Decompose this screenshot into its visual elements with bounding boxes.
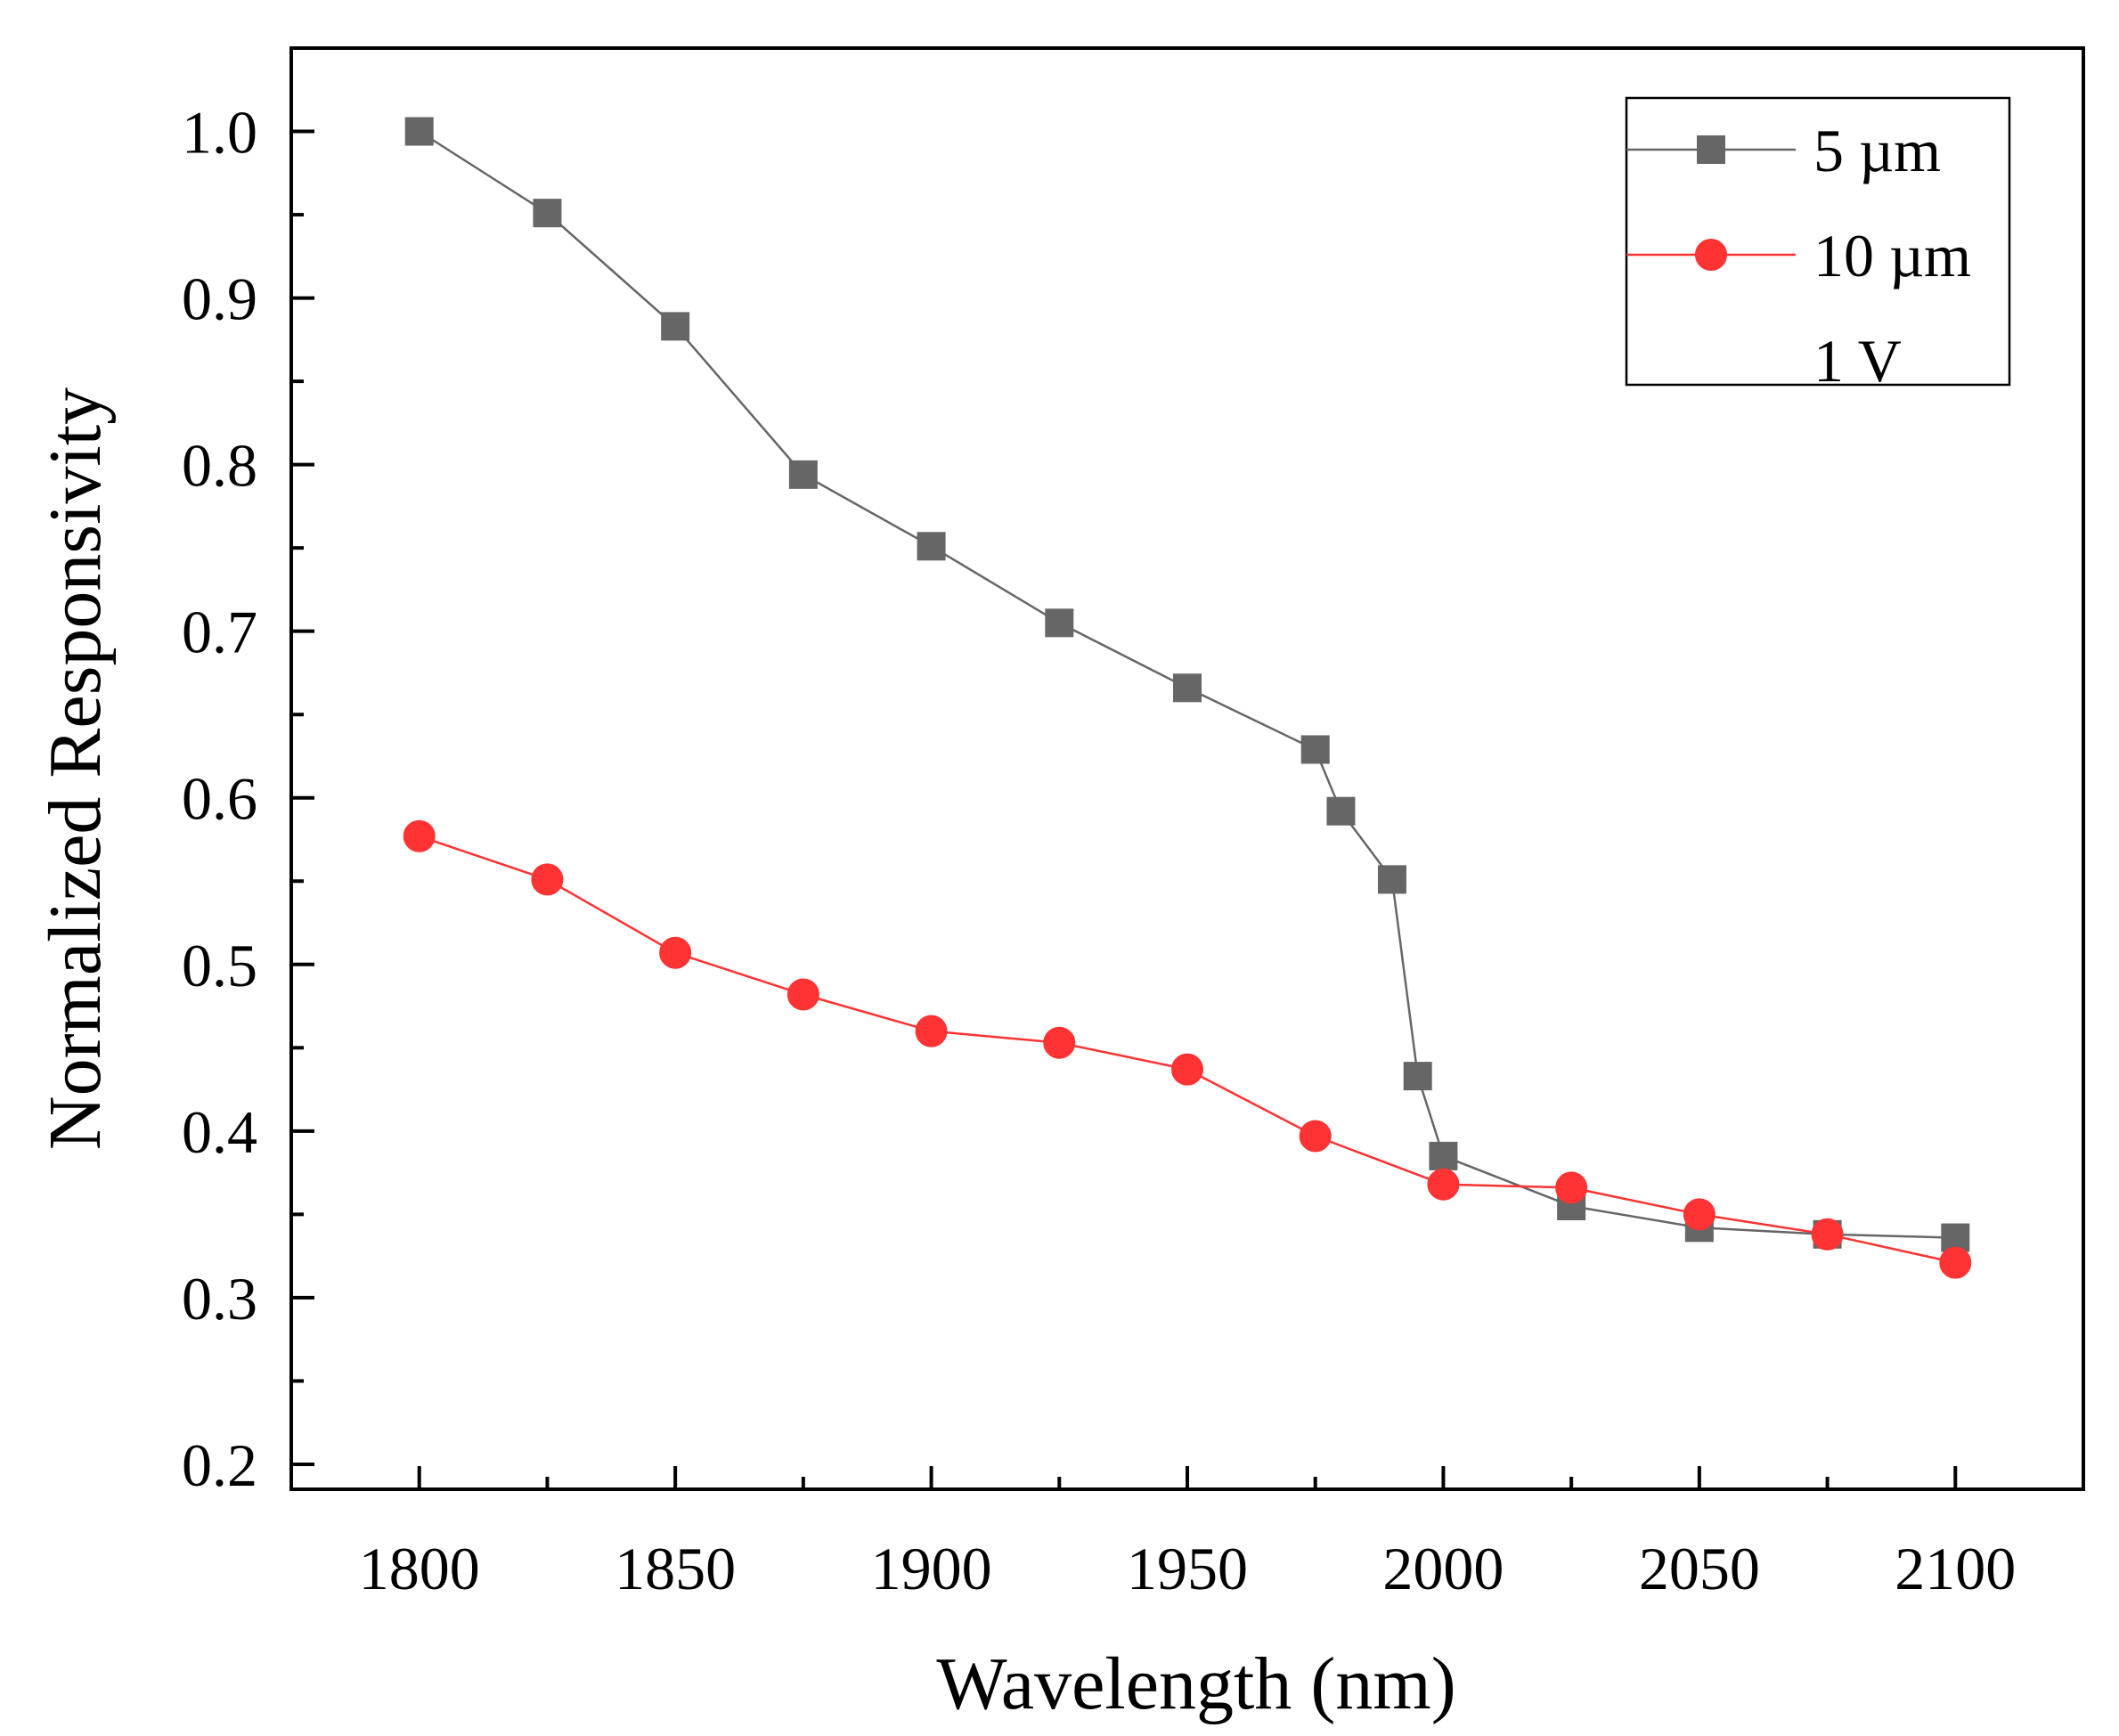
data-point	[1299, 1120, 1332, 1153]
y-tick-label: 0.8	[182, 432, 257, 500]
data-point	[403, 819, 436, 852]
y-tick-label: 0.4	[182, 1098, 257, 1166]
y-tick-label: 0.7	[182, 599, 257, 666]
legend-label: 10 µm	[1813, 222, 1971, 289]
series-line	[419, 130, 1956, 1239]
legend-item: 5 µm	[1626, 117, 1941, 184]
data-point	[1173, 673, 1202, 703]
data-point	[661, 312, 690, 341]
x-tick-label: 1950	[1127, 1535, 1248, 1602]
axes: 1800 1850 1900 1950 2000 2050 2100 0.2 0.3 0.4 0.5…	[34, 46, 2085, 1725]
data-point	[1555, 1171, 1588, 1204]
data-point	[1043, 1026, 1076, 1059]
data-point	[404, 117, 434, 146]
x-axis-title: Wavelength (nm)	[936, 1642, 1455, 1725]
y-tick-label: 0.6	[182, 765, 257, 833]
data-point	[1811, 1218, 1844, 1251]
data-point	[1326, 796, 1356, 826]
legend-item: 10 µm	[1626, 222, 1971, 289]
legend-label: 5 µm	[1813, 117, 1941, 184]
data-point	[1300, 735, 1330, 764]
data-point	[1427, 1168, 1460, 1201]
x-tick-label: 2100	[1895, 1535, 2016, 1602]
data-point	[788, 460, 818, 489]
legend-marker	[1697, 135, 1725, 164]
data-point	[659, 936, 692, 969]
legend-box	[1625, 96, 2011, 387]
x-tick-label: 2000	[1382, 1535, 1504, 1602]
series-10um	[403, 819, 1972, 1279]
series-line	[419, 835, 1956, 1264]
legend-marker	[1695, 239, 1727, 271]
data-point	[915, 1015, 948, 1047]
data-point	[1429, 1141, 1458, 1170]
data-point	[1045, 608, 1074, 638]
y-tick-label: 0.5	[182, 932, 257, 999]
data-point	[1939, 1246, 1972, 1279]
y-axis-title: Normalized Responsivity	[34, 387, 117, 1150]
x-tick-label: 1800	[359, 1535, 480, 1602]
y-tick-label: 0.9	[182, 265, 257, 333]
legend-note: 1 V	[1813, 327, 1902, 395]
data-point	[1171, 1053, 1203, 1086]
x-tick-label: 1900	[871, 1535, 992, 1602]
data-point	[1377, 865, 1406, 894]
x-tick-label: 1850	[615, 1535, 736, 1602]
y-tick-label: 1.0	[182, 99, 257, 167]
legend: 5 µm 10 µm 1 V	[1625, 96, 2011, 395]
data-point	[533, 199, 562, 228]
x-tick-label: 2050	[1639, 1535, 1760, 1602]
data-point	[1683, 1198, 1716, 1231]
series-layer	[403, 117, 1972, 1279]
y-tick-label: 0.2	[182, 1431, 257, 1499]
y-tick-label: 0.3	[182, 1265, 257, 1333]
data-point	[531, 863, 564, 896]
data-point	[1403, 1062, 1432, 1091]
data-point	[917, 532, 946, 561]
data-point	[786, 978, 819, 1011]
